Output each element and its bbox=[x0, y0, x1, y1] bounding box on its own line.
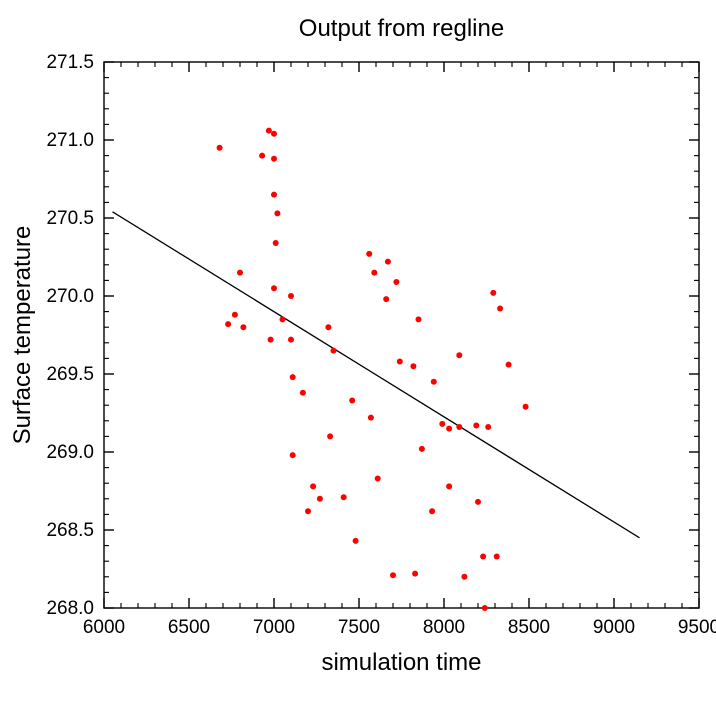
data-point bbox=[331, 348, 337, 354]
data-point bbox=[325, 324, 331, 330]
data-point bbox=[429, 508, 435, 514]
chart-svg: 6000 6500 7000 7500 8000 8500 9000 9500 268.0 268… bbox=[0, 0, 716, 707]
y-tick-label: 270.5 bbox=[46, 208, 94, 229]
data-point bbox=[240, 324, 246, 330]
chart-title: Output from regline bbox=[299, 15, 504, 42]
data-point bbox=[446, 483, 452, 489]
y-tick-label: 269.5 bbox=[46, 364, 94, 385]
data-point bbox=[317, 496, 323, 502]
data-point bbox=[349, 398, 355, 404]
data-point bbox=[475, 499, 481, 505]
data-point bbox=[456, 352, 462, 358]
data-point bbox=[280, 316, 286, 322]
data-point bbox=[456, 424, 462, 430]
data-point bbox=[232, 312, 238, 318]
data-point bbox=[439, 421, 445, 427]
y-tick-label: 271.5 bbox=[46, 52, 94, 73]
x-tick-label: 7000 bbox=[253, 617, 295, 638]
data-point bbox=[305, 508, 311, 514]
data-point bbox=[446, 426, 452, 432]
data-point bbox=[485, 424, 491, 430]
data-point bbox=[237, 270, 243, 276]
data-point bbox=[375, 476, 381, 482]
x-tick-label: 8500 bbox=[508, 617, 550, 638]
data-point bbox=[353, 538, 359, 544]
data-point bbox=[390, 572, 396, 578]
data-point bbox=[341, 494, 347, 500]
data-point bbox=[482, 605, 488, 611]
data-point bbox=[506, 362, 512, 368]
data-point bbox=[419, 446, 425, 452]
data-point bbox=[410, 363, 416, 369]
x-tick-label: 8000 bbox=[423, 617, 465, 638]
data-point bbox=[271, 285, 277, 291]
data-point bbox=[225, 321, 231, 327]
y-axis-label: Surface temperature bbox=[9, 226, 36, 445]
data-point bbox=[371, 270, 377, 276]
scatter-chart: 6000 6500 7000 7500 8000 8500 9000 9500 268.0 268… bbox=[0, 0, 716, 707]
data-point bbox=[259, 153, 265, 159]
data-point bbox=[271, 131, 277, 137]
data-point bbox=[268, 337, 274, 343]
x-tick-label: 7500 bbox=[338, 617, 380, 638]
data-point bbox=[497, 305, 503, 311]
x-tick-label: 9000 bbox=[593, 617, 635, 638]
x-tick-label: 6500 bbox=[168, 617, 210, 638]
y-tick-label: 269.0 bbox=[46, 442, 94, 463]
data-point bbox=[461, 574, 467, 580]
chart-background bbox=[0, 0, 716, 707]
data-point bbox=[271, 156, 277, 162]
data-point bbox=[288, 293, 294, 299]
data-point bbox=[271, 192, 277, 198]
data-point bbox=[523, 404, 529, 410]
data-point bbox=[290, 374, 296, 380]
data-point bbox=[300, 390, 306, 396]
data-point bbox=[494, 554, 500, 560]
data-point bbox=[385, 259, 391, 265]
data-point bbox=[274, 210, 280, 216]
data-point bbox=[416, 316, 422, 322]
data-point bbox=[473, 422, 479, 428]
data-point bbox=[490, 290, 496, 296]
data-point bbox=[480, 554, 486, 560]
data-point bbox=[366, 251, 372, 257]
data-point bbox=[393, 279, 399, 285]
data-point bbox=[412, 571, 418, 577]
data-point bbox=[217, 145, 223, 151]
y-tick-label: 268.0 bbox=[46, 598, 94, 619]
x-tick-label: 6000 bbox=[83, 617, 125, 638]
data-point bbox=[290, 452, 296, 458]
data-point bbox=[327, 433, 333, 439]
data-point bbox=[266, 128, 272, 134]
data-point bbox=[368, 415, 374, 421]
y-tick-label: 271.0 bbox=[46, 130, 94, 151]
x-axis-label: simulation time bbox=[321, 649, 481, 676]
data-point bbox=[383, 296, 389, 302]
x-tick-label: 9500 bbox=[678, 617, 716, 638]
data-point bbox=[397, 359, 403, 365]
data-point bbox=[288, 337, 294, 343]
y-tick-label: 268.5 bbox=[46, 520, 94, 541]
data-point bbox=[273, 240, 279, 246]
data-point bbox=[310, 483, 316, 489]
data-point bbox=[431, 379, 437, 385]
y-tick-label: 270.0 bbox=[46, 286, 94, 307]
